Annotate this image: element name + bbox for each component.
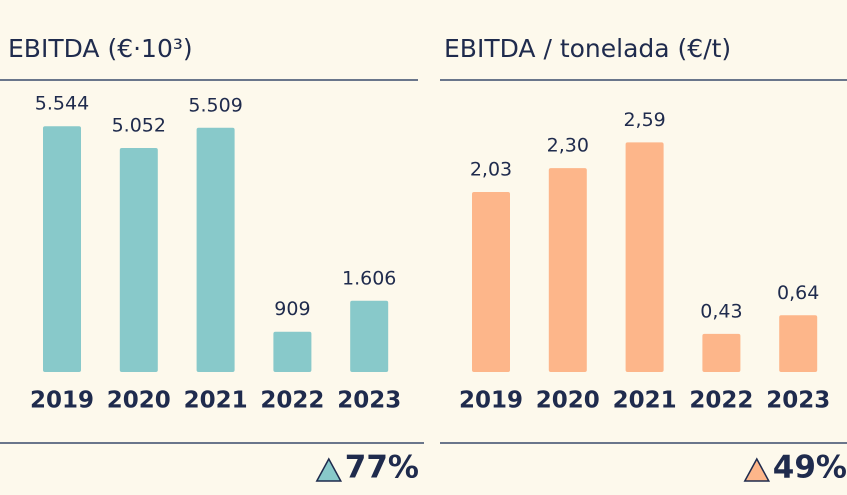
value-label: 909 [274,298,310,320]
value-label: 0,43 [700,300,742,322]
value-label: 1.606 [342,267,396,289]
value-label: 5.509 [188,94,242,116]
bar [196,127,235,372]
x-tick-label: 2023 [337,388,401,414]
x-tick-label: 2020 [536,388,600,414]
bar [43,126,81,372]
annotation: 49% [773,450,847,486]
chart-title: EBITDA / tonelada (€/t) [444,34,731,63]
x-tick-label: 2021 [184,388,248,414]
bar [350,300,389,372]
x-tick-label: 2020 [107,388,171,414]
bar [472,192,510,372]
value-label: 2,59 [623,109,665,131]
bar [548,168,587,372]
bar [702,333,741,372]
x-tick-label: 2023 [766,388,830,414]
value-label: 0,64 [777,282,819,304]
bar [779,315,818,372]
x-tick-label: 2021 [613,388,677,414]
value-label: 5.544 [35,93,89,115]
value-label: 5.052 [112,115,166,137]
x-tick-label: 2019 [459,388,523,414]
triangle-icon [743,457,771,482]
annotation: 77% [345,450,419,486]
value-label: 2,30 [547,135,589,157]
triangle-icon [315,457,343,482]
bar [119,148,158,372]
x-tick-label: 2019 [30,388,94,414]
chart-title: EBITDA (€·10³) [8,34,193,63]
value-label: 2,03 [470,159,512,181]
x-tick-label: 2022 [689,388,753,414]
bar [273,331,312,372]
x-tick-label: 2022 [260,388,324,414]
bar [625,142,664,372]
